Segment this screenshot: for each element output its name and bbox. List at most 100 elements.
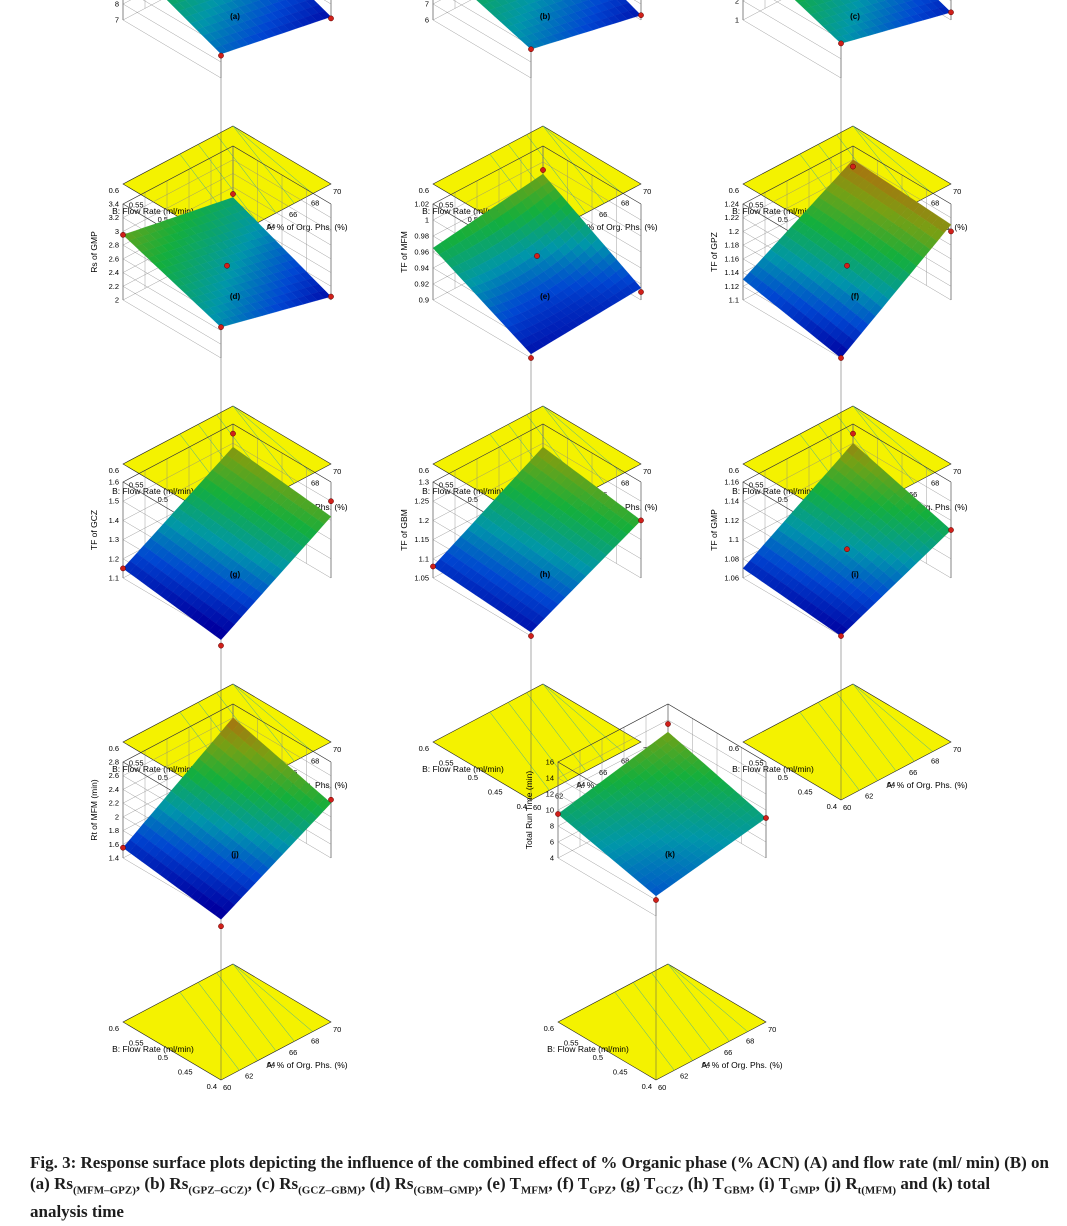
caption-part-subscript: GMP <box>789 1184 816 1197</box>
y-axis-title: B: Flow Rate (ml/min) <box>112 206 194 216</box>
x-tick-label: 68 <box>311 757 319 766</box>
z-tick-label: 2.6 <box>109 771 119 780</box>
contour-line <box>232 405 295 484</box>
z-tick-label: 1.24 <box>724 200 739 209</box>
surface-cell <box>834 344 849 359</box>
x-tick-label: 70 <box>953 745 961 754</box>
y-tick-label: 0.5 <box>593 1053 603 1062</box>
caption-part: (i) TGMP, <box>758 1174 825 1197</box>
y-axis-title: B: Flow Rate (ml/min) <box>732 764 814 774</box>
surface-cell <box>214 45 229 55</box>
contour-line <box>542 405 605 484</box>
z-axis-title: TF of GMP <box>709 509 719 551</box>
surface-plot: 789101112136062646668700.40.450.50.550.6… <box>85 0 385 278</box>
contour-line <box>216 972 277 1052</box>
z-tick-label: 2 <box>115 812 119 821</box>
z-grid-line <box>122 0 332 79</box>
surface-plot: 4 6 8 10 12 14 16 60 62 64 66 68 70 0.4 0.45 0.5 0.55 0.6… <box>520 703 820 1116</box>
z-tick-label: 1.1 <box>729 535 739 544</box>
z-tick-label: 0.96 <box>414 248 429 257</box>
x-tick-label: 68 <box>621 479 629 488</box>
z-tick-label: 2.4 <box>109 268 119 277</box>
x-axis-title: A: % of Org. Phs. (%) <box>266 222 347 232</box>
design-point <box>218 324 224 330</box>
response-surface <box>742 159 952 359</box>
y-tick-label: 0.55 <box>749 201 764 210</box>
x-tick-label: 68 <box>931 479 939 488</box>
surface-plot: 1.4 1.6 1.8 2 2.2 2.4 2.6 2.8 60 62 64 66 68 70 0.4 0.4… <box>85 703 385 1116</box>
contour-line <box>632 982 693 1061</box>
surface-plot-svg: 1.05 1.1 1.15 1.2 1.25 1.3 60 62 64 66 68 70 0.4 0.45… <box>399 423 658 812</box>
x-tick-label: 64 <box>887 780 895 789</box>
contour-line <box>232 683 313 752</box>
contour-line <box>799 711 860 791</box>
design-point <box>120 565 126 572</box>
x-tick-label: 62 <box>865 791 873 800</box>
x-tick-label: 60 <box>658 1083 666 1092</box>
z-tick-label: 0.9 <box>419 296 429 305</box>
caption-part-subscript: (GBM–GMP) <box>413 1184 479 1197</box>
y-tick-label: 0.5 <box>778 773 788 782</box>
z-tick-label: 1.18 <box>724 241 739 250</box>
caption-part-subscript: (GCZ–GBM) <box>298 1184 362 1197</box>
z-tick-label: 12 <box>546 790 554 799</box>
x-tick-label: 70 <box>333 187 341 196</box>
y-axis-title: B: Flow Rate (ml/min) <box>422 206 504 216</box>
x-tick-label: 64 <box>577 780 585 789</box>
box-top-rim <box>742 423 952 541</box>
z-tick-label: 3.4 <box>109 200 119 209</box>
design-point <box>838 40 844 47</box>
y-tick-label: 0.55 <box>439 201 454 210</box>
panel-label: (a) <box>230 12 240 21</box>
x-tick-label: 62 <box>680 1071 688 1080</box>
caption-part: (g) TGCZ, <box>620 1174 688 1197</box>
design-point <box>844 546 850 553</box>
z-tick-label: 1 <box>425 216 429 225</box>
surface-cell <box>524 343 539 355</box>
y-tick-label: 0.55 <box>129 201 144 210</box>
z-tick-label: 8 <box>550 822 554 831</box>
contour-line <box>542 125 623 194</box>
y-tick-label: 0.45 <box>798 788 813 797</box>
x-tick-label: 68 <box>931 199 939 208</box>
design-point <box>120 844 126 851</box>
floor-contours <box>614 963 748 1071</box>
panel-label: (e) <box>540 292 550 301</box>
z-tick-label: 2.2 <box>109 799 119 808</box>
caption-part: (d) Rs(GBM–GMP), <box>369 1174 487 1197</box>
x-tick-label: 62 <box>555 791 563 800</box>
x-tick-label: 66 <box>599 768 607 777</box>
surface-cell <box>524 620 539 633</box>
z-tick-label: 2.8 <box>109 241 119 250</box>
response-surface <box>794 0 952 44</box>
y-tick-label: 0.55 <box>129 759 144 768</box>
z-tick-label: 7 <box>425 0 429 9</box>
contour-line <box>542 405 623 474</box>
panel-label: (h) <box>540 570 551 579</box>
box-top-rim <box>432 423 642 541</box>
design-point <box>230 191 236 197</box>
y-tick-label: 0.5 <box>158 773 168 782</box>
panel-label: (k) <box>665 850 675 859</box>
z-tick-label: 2.4 <box>109 785 119 794</box>
z-tick-label: 8 <box>115 0 119 9</box>
contour-line <box>232 963 295 1042</box>
panel-label: (f) <box>851 292 859 301</box>
design-point <box>328 796 334 803</box>
x-tick-label: 66 <box>724 1048 732 1057</box>
x-axis-title: A: % of Org. Phs. (%) <box>576 222 657 232</box>
y-tick-label: 0.6 <box>729 186 739 195</box>
z-tick-label: 1.4 <box>109 854 119 863</box>
caption-part: (f) TGPZ, <box>556 1174 621 1197</box>
y-tick-label: 0.55 <box>439 759 454 768</box>
z-tick-label: 3.2 <box>109 213 119 222</box>
x-tick-label: 68 <box>311 479 319 488</box>
y-tick-label: 0.4 <box>827 802 837 811</box>
design-point <box>540 167 546 173</box>
z-grid-line <box>452 0 532 47</box>
y-tick-label: 0.6 <box>109 1024 119 1033</box>
z-tick-label: 1.3 <box>419 478 429 487</box>
x-tick-label: 70 <box>768 1025 776 1034</box>
caption-part: (j) Rt(MFM) and <box>824 1174 933 1197</box>
contour-line <box>526 134 587 214</box>
